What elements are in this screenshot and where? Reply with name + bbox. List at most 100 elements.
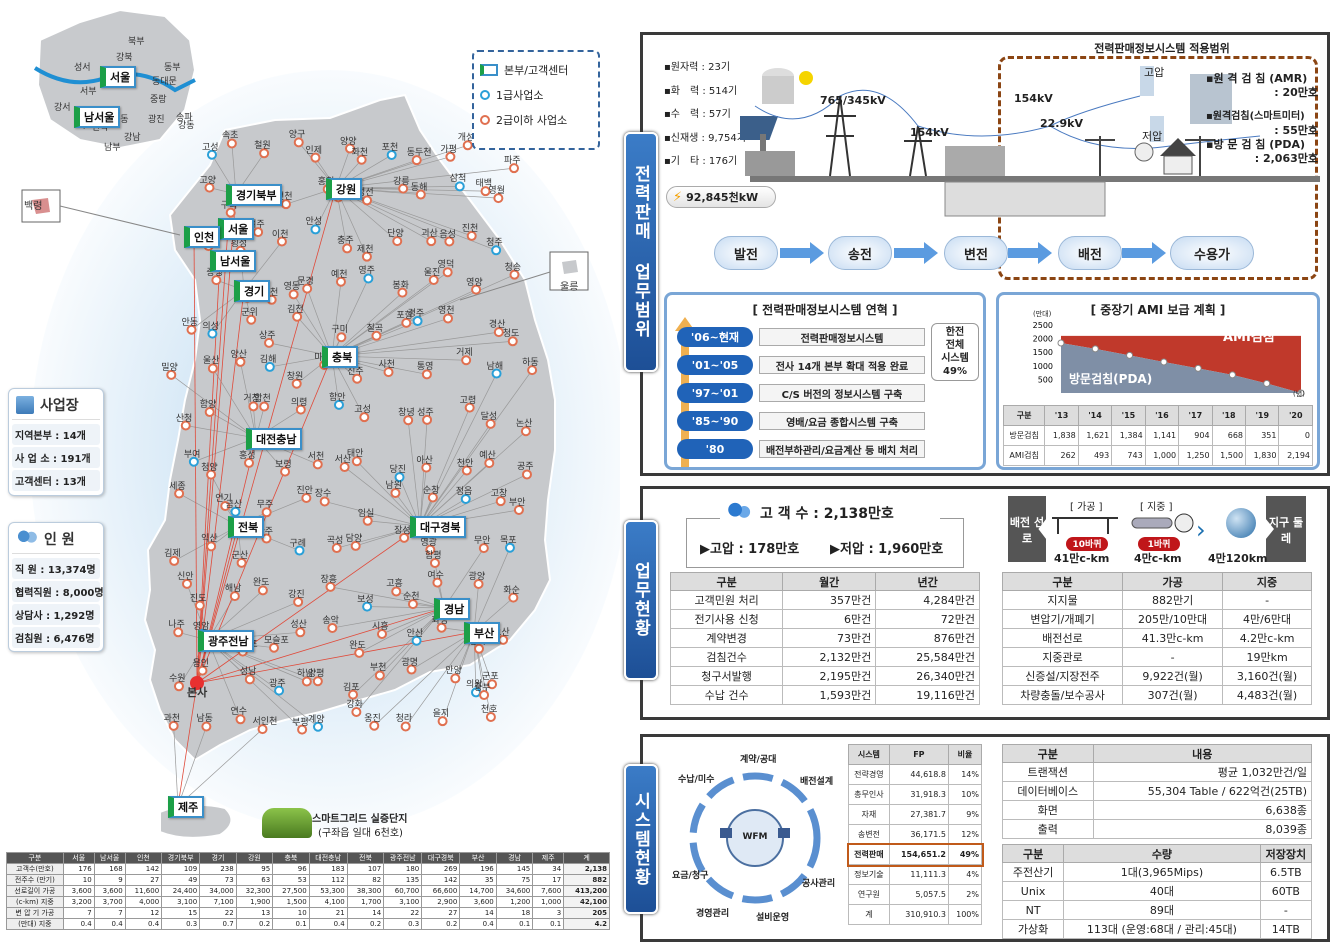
arrow-right-icon: [894, 242, 938, 264]
office-label: 모슬포: [264, 634, 289, 645]
office-label: 함안: [328, 391, 346, 402]
table-cell: 100%: [947, 904, 983, 925]
office-label: 화천: [351, 146, 369, 157]
office-dot: [345, 143, 356, 154]
office-dot: [204, 407, 215, 418]
table-cell: 183: [308, 863, 348, 875]
table-cell: 3,100: [161, 896, 201, 908]
staff-row: 협력직원 : 8,000명: [12, 581, 104, 602]
regional-row: 변 압 기 가공 7 7 12 15 22 13 10 21 14 22 27 14 18 3 205: [6, 907, 610, 919]
table-cell: 351: [1245, 425, 1280, 446]
office-label: 김천: [287, 303, 304, 314]
table-cell: 계약변경: [669, 628, 784, 648]
table-cell: 14,700: [459, 885, 497, 897]
office-dot: [444, 236, 455, 247]
table-cell: 142: [421, 874, 461, 886]
office-dot: [406, 664, 417, 675]
table-cell: 총무인사: [848, 784, 890, 805]
table-cell: 1,141: [1144, 425, 1180, 446]
office-dot: [485, 712, 496, 723]
pda-point: [1091, 345, 1099, 353]
table-cell: 방문검침: [1002, 425, 1046, 446]
table-cell: 13: [235, 907, 274, 919]
smart-meter-label: ▪원격검침(스마트미터): [1206, 111, 1305, 122]
usage-table: 구분 내용 트랜잭션 평균 1,032만건/일 데이터베이스 55,304 Table …: [1002, 744, 1313, 839]
flow-customer: 수용가: [1170, 236, 1254, 270]
generation-item: ▪신재생 : 9,754기: [664, 132, 746, 144]
office-dot: [474, 643, 485, 654]
table-cell: 3,100: [383, 896, 423, 908]
facility-row: 배전선로 41.3만c-km 4.2만c-km: [1001, 628, 1312, 648]
korea-map-area: 북부강북동대문중랑성서동부서부성동강서광진구로남부강남송파관악강동 백령 울릉 …: [0, 0, 620, 848]
office-dot: [302, 283, 313, 294]
people-icon: [16, 530, 38, 548]
office-label: 광명: [401, 656, 419, 667]
table-cell: 3,600: [93, 885, 126, 897]
office-label: 영주: [358, 265, 375, 276]
office-label: 옹진: [364, 712, 381, 723]
table-cell: 12: [124, 907, 163, 919]
business-sites-box: 사업장 지역본부 : 14개 사 업 소 : 191개 고객센터 : 13개: [8, 388, 104, 496]
table-cell: 15: [161, 907, 201, 919]
history-period: '01~'05: [677, 355, 753, 375]
office-label: 부안: [508, 496, 526, 507]
table-cell: 10: [62, 874, 95, 886]
table-cell: 계: [848, 904, 890, 925]
office-label: 파주: [504, 155, 521, 166]
office-label: 부여: [183, 448, 201, 459]
office-dot: [354, 647, 365, 658]
table-cell: 14: [346, 907, 385, 919]
office-label: 장흥: [320, 573, 338, 584]
office-label: 중부: [474, 682, 491, 693]
office-dot: [493, 193, 504, 204]
badge-one-lap: 1바퀴: [1138, 537, 1180, 551]
table-header-cell: 시스템: [848, 744, 890, 765]
office-label: 군산: [231, 549, 249, 560]
arrow-right-icon: [780, 242, 824, 264]
office-dot: [464, 402, 475, 413]
sales-scope-tab: 전력판매 업무범위: [624, 132, 658, 372]
table-cell: 8,039종: [1092, 819, 1313, 839]
high-voltage-label: 고압: [1144, 66, 1165, 79]
cycle-ring: [689, 772, 821, 904]
office-label: 순창: [422, 484, 440, 495]
factory-icon: [745, 134, 795, 176]
low-voltage-label: 저압: [1142, 130, 1163, 143]
table-cell: 142: [124, 863, 163, 875]
office-label: 개성: [457, 132, 475, 143]
office-label: 예천: [330, 268, 348, 279]
office-dot: [479, 690, 490, 701]
office-link-line: [185, 425, 257, 439]
office-label: 달성: [480, 410, 498, 421]
hub-label: 대전충남: [246, 428, 303, 450]
table-header-cell: 전북: [346, 852, 385, 864]
flow-substation: 변전: [944, 236, 1008, 270]
office-dot: [390, 488, 401, 499]
office-link-line: [331, 281, 342, 357]
office-label: 아산: [416, 454, 433, 465]
table-cell: 0.7: [199, 918, 237, 930]
office-label: 서산: [334, 454, 352, 465]
office-label: 군포: [482, 671, 499, 682]
table-cell: 0.3: [383, 918, 423, 930]
seoul-district-label: 서부: [80, 86, 97, 96]
office-dot: [485, 418, 496, 429]
table-header-cell: 내용: [1092, 744, 1313, 763]
office-dot: [226, 138, 237, 149]
table-cell: 262: [1044, 445, 1079, 466]
table-cell: 트랜잭션: [1002, 762, 1094, 782]
office-dot: [327, 622, 338, 633]
regional-row: (만대) 지중 0.4 0.4 0.4 0.3 0.7 0.2 0.1 0.4 0.2 0.3 0.2…: [6, 918, 610, 930]
office-label: 경주: [407, 308, 425, 319]
generation-item: ▪원자력 : 23기: [664, 62, 731, 73]
office-label: 성산: [290, 619, 307, 630]
office-dot: [362, 195, 373, 206]
table-cell: 출력: [1002, 819, 1094, 839]
table-header-cell: '15: [1111, 405, 1146, 426]
office-label: 삼척: [449, 173, 467, 184]
table-cell: 112: [308, 874, 348, 886]
table-cell: 24,400: [161, 885, 201, 897]
seoul-district-label: 강서: [54, 102, 71, 112]
table-cell: 668: [1211, 425, 1247, 446]
table-header-cell: 구분: [1001, 844, 1065, 863]
